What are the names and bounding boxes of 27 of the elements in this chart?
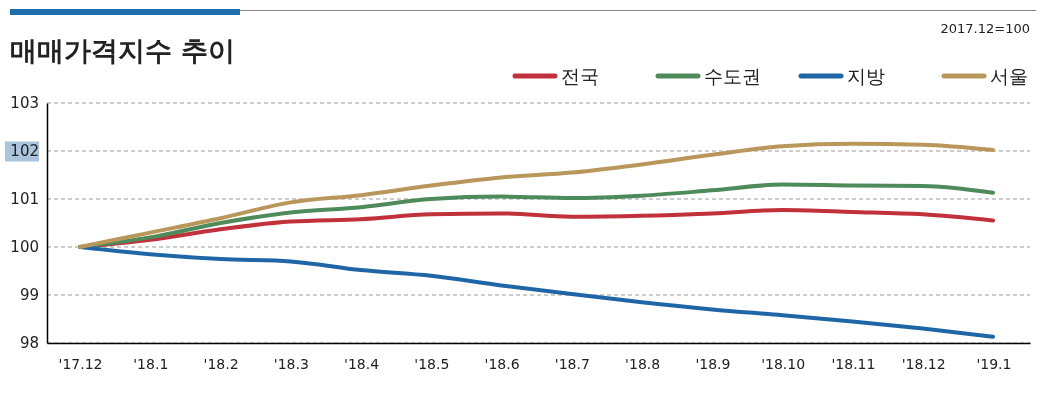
x-tick-label: '18.6 [484,355,520,372]
x-tick-label: '18.8 [625,355,661,372]
y-tick-label: 101 [10,190,39,209]
legend-label: 지방 [847,65,885,87]
legend-label: 수도권 [704,65,761,87]
text: 2017.12=100 [940,21,1030,36]
y-tick-label: 99 [19,286,39,305]
x-tick-label: '19.1 [976,355,1012,372]
x-tick-label: '18.7 [554,355,590,372]
y-tick-label: 100 [10,238,39,257]
legend-label: 전국 [561,65,599,87]
x-tick-label: '18.9 [695,355,731,372]
y-tick-label: 102 [10,142,39,161]
line-series [78,141,995,249]
x-tick-label: '18.11 [831,355,876,372]
y-tick-label: 103 [10,94,39,113]
x-tick-label: '18.3 [273,355,309,372]
x-tick-label: '18.10 [761,355,806,372]
y-tick-label: 98 [19,334,39,353]
x-tick-label: '18.12 [901,355,946,372]
chart-title: 매매가격지수 추이 [10,35,236,66]
x-tick-label: '18.4 [344,355,380,372]
x-tick-label: '17.12 [58,355,103,372]
x-tick-label: '18.2 [203,355,239,372]
x-tick-label: '18.1 [133,355,169,372]
legend-label: 서울 [990,65,1028,87]
x-tick-label: '18.5 [414,355,450,372]
